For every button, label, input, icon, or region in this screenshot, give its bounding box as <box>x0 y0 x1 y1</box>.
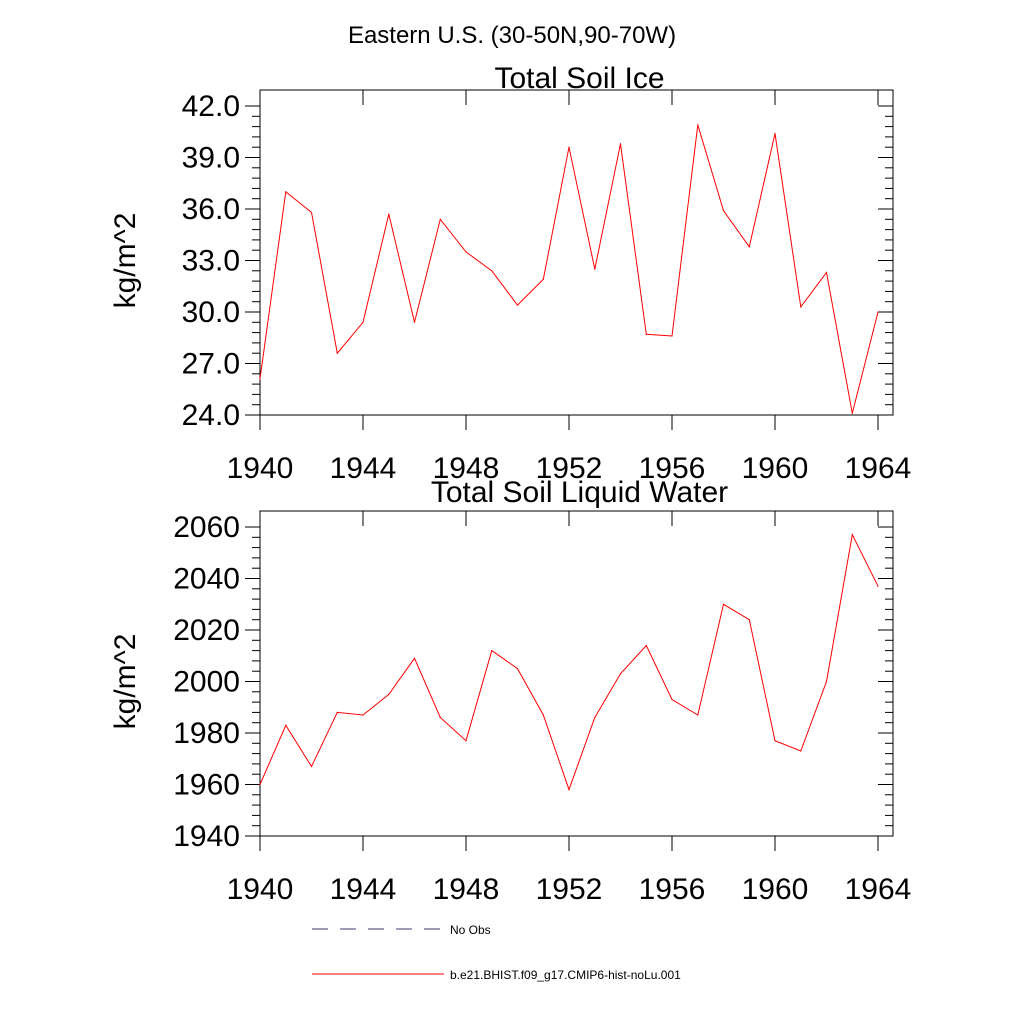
data-point <box>516 304 519 306</box>
figure-title: Eastern U.S. (30-50N,90-70W) <box>348 22 676 49</box>
data-point <box>825 271 828 274</box>
data-point <box>774 132 776 135</box>
data-point <box>594 268 596 270</box>
y-tick-label: 33.0 <box>182 245 240 278</box>
data-point <box>800 306 802 308</box>
data-point <box>697 124 699 126</box>
data-point <box>310 211 313 214</box>
data-point <box>491 650 493 652</box>
data-point <box>388 693 390 695</box>
y-tick-label: 1940 <box>173 820 240 853</box>
data-point <box>310 765 313 768</box>
x-tick-label: 1952 <box>536 452 603 485</box>
data-point <box>336 352 338 354</box>
data-point <box>259 378 261 380</box>
data-point <box>516 668 519 670</box>
data-point <box>285 191 287 193</box>
data-point <box>851 534 853 536</box>
data-point <box>542 714 544 716</box>
x-tick-label: 1964 <box>845 452 912 485</box>
data-point <box>748 619 750 621</box>
data-point <box>748 246 750 248</box>
data-point <box>491 270 493 272</box>
x-tick-label: 1948 <box>433 452 500 485</box>
panel-title: Total Soil Liquid Water <box>431 476 728 509</box>
y-tick-label: 27.0 <box>182 348 240 381</box>
data-point <box>465 251 467 253</box>
y-tick-label: 24.0 <box>182 399 240 432</box>
data-point <box>568 789 570 791</box>
data-point <box>336 711 338 714</box>
data-point <box>722 603 725 605</box>
data-point <box>645 644 647 647</box>
legend-label-no-obs: No Obs <box>450 923 491 937</box>
data-point <box>697 714 699 716</box>
data-point <box>542 278 544 280</box>
x-tick-label: 1940 <box>227 873 294 906</box>
data-point <box>285 724 287 726</box>
plot-frame <box>259 510 894 837</box>
y-tick-label: 1980 <box>173 717 240 750</box>
x-tick-label: 1948 <box>433 873 500 906</box>
data-point <box>388 213 390 215</box>
data-point <box>259 783 261 786</box>
series-line <box>259 124 879 414</box>
data-point <box>825 680 828 683</box>
panel-total-soil-liquid-water: Total Soil Liquid Water 1940 1960 1980 2000 2… <box>109 476 911 906</box>
data-point <box>439 218 441 220</box>
data-point <box>568 146 570 148</box>
data-point <box>671 335 673 337</box>
x-tick-label: 1964 <box>845 873 912 906</box>
data-point <box>774 740 776 742</box>
legend-label-model: b.e21.BHIST.f09_g17.CMIP6-hist-noLu.001 <box>450 968 681 982</box>
data-point <box>645 333 647 335</box>
x-tick-label: 1940 <box>227 452 294 485</box>
x-tick-label: 1944 <box>330 873 397 906</box>
y-tick-label: 36.0 <box>182 193 240 226</box>
y-tick-label: 1960 <box>173 769 240 802</box>
x-tick-label: 1956 <box>639 873 706 906</box>
y-tick-label: 2020 <box>173 614 240 647</box>
x-tick-label: 1944 <box>330 452 397 485</box>
data-point <box>619 673 622 675</box>
data-point <box>877 585 879 587</box>
y-tick-label: 2060 <box>173 511 240 544</box>
panel-total-soil-ice: Total Soil Ice 24.0 27.0 30.0 33.0 36.0 39.0 42… <box>109 62 911 485</box>
data-point <box>413 321 416 323</box>
data-point <box>877 311 879 313</box>
data-point <box>722 210 725 212</box>
data-point <box>439 716 441 719</box>
x-tick-label: 1952 <box>536 873 603 906</box>
data-point <box>800 750 802 752</box>
y-tick-label: 39.0 <box>182 142 240 175</box>
y-tick-label: 2000 <box>173 666 240 699</box>
data-point <box>619 143 622 145</box>
x-tick-label: 1956 <box>639 452 706 485</box>
panel-title: Total Soil Ice <box>494 62 664 95</box>
y-axis-label: kg/m^2 <box>109 634 142 730</box>
data-point <box>362 714 364 716</box>
x-tick-label: 1960 <box>742 873 809 906</box>
data-point <box>465 740 467 742</box>
y-tick-label: 42.0 <box>182 90 240 123</box>
data-point <box>851 412 853 414</box>
x-tick-label: 1960 <box>742 452 809 485</box>
data-point <box>413 657 416 659</box>
data-point <box>671 698 673 701</box>
plot-frame <box>259 89 894 416</box>
y-axis-label: kg/m^2 <box>109 213 142 309</box>
legend: No Obs b.e21.BHIST.f09_g17.CMIP6-hist-no… <box>312 923 681 982</box>
y-tick-label: 30.0 <box>182 296 240 329</box>
data-point <box>594 716 596 719</box>
data-point <box>362 321 364 323</box>
y-tick-label: 2040 <box>173 563 240 596</box>
series-line <box>259 533 879 792</box>
